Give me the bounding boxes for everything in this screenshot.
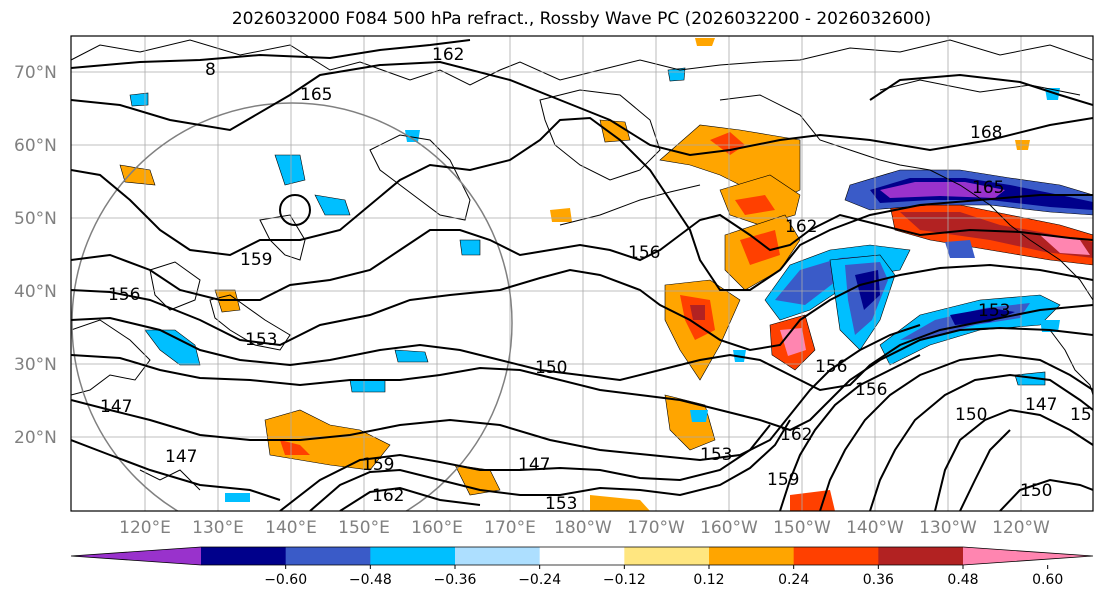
- colorbar-swatch: [878, 547, 964, 565]
- colorbar-tick-label: 0.60: [1032, 572, 1063, 588]
- lon-label: 120°W: [992, 518, 1050, 538]
- contour-label: 153: [1070, 405, 1102, 425]
- contour-label: 150: [955, 405, 987, 425]
- lon-label: 140°W: [846, 518, 904, 538]
- contour-label: 162: [780, 425, 812, 445]
- radius-circle: [71, 102, 513, 511]
- longitude-labels: 120°E 130°E 140°E 150°E 160°E 170°E 180°…: [119, 518, 1050, 538]
- contour-label: 153: [700, 445, 732, 465]
- lon-label: 170°W: [627, 518, 685, 538]
- lat-label: 30°N: [14, 355, 57, 375]
- lat-label: 40°N: [14, 282, 57, 302]
- colorbar-extend-low: [71, 547, 201, 565]
- contour-label: 153: [545, 494, 577, 514]
- lon-label: 120°E: [119, 518, 171, 538]
- colorbar-tick-label: 0.48: [947, 572, 978, 588]
- colorbar-swatch: [624, 547, 710, 565]
- contour-label: 153: [978, 301, 1010, 321]
- colorbar-outline: [70, 546, 1094, 566]
- contour-label: 162: [372, 486, 404, 506]
- map-border: [70, 35, 1094, 512]
- coastlines: [71, 39, 1093, 491]
- contour-label: 153: [245, 330, 277, 350]
- colorbar-tick-label: 0.36: [863, 572, 894, 588]
- colorbar-swatch: [370, 547, 456, 565]
- lon-label: 170°E: [484, 518, 536, 538]
- contour-label: 147: [1025, 395, 1057, 415]
- colorbar-swatch: [285, 547, 371, 565]
- contour-label: 162: [432, 45, 464, 65]
- colorbar-swatch: [709, 547, 795, 565]
- contour-label: 168: [970, 123, 1002, 143]
- contour-labels: 165 162 168 165 162 156 159 156 153 150 …: [100, 45, 1102, 514]
- plot-title: 2026032000 F084 500 hPa refract., Rossby…: [231, 9, 932, 29]
- colorbar-tick-label: −0.12: [603, 572, 646, 588]
- contour-label: 8: [205, 60, 216, 80]
- lon-label: 130°E: [192, 518, 244, 538]
- colorbar-tick-label: 0.12: [693, 572, 724, 588]
- colorbar: −0.60 −0.48 −0.36 −0.24 −0.12 0.12 0.24 0.36 0.4…: [70, 546, 1094, 588]
- height-contours: [71, 39, 1093, 511]
- contour-label: 159: [362, 455, 394, 475]
- lon-label: 150°W: [773, 518, 831, 538]
- map-layers: 165 162 168 165 162 156 159 156 153 150 …: [71, 36, 1102, 514]
- contour-label: 150: [1020, 481, 1052, 501]
- lat-label: 20°N: [14, 428, 57, 448]
- colorbar-swatch: [539, 547, 625, 565]
- colorbar-extend-high: [963, 547, 1093, 565]
- shading-negative: [129, 67, 1093, 502]
- contour-label: 156: [108, 285, 140, 305]
- colorbar-tick-label: 0.24: [778, 572, 809, 588]
- contour-label: 159: [767, 470, 799, 490]
- contour-label: 162: [785, 217, 817, 237]
- contour-label: 159: [240, 250, 272, 270]
- colorbar-tick-label: −0.36: [434, 572, 477, 588]
- contour-label: 147: [165, 447, 197, 467]
- colorbar-swatch: [793, 547, 879, 565]
- contour-label: 156: [815, 357, 847, 377]
- gridlines: [71, 36, 1093, 511]
- lon-label: 140°E: [265, 518, 317, 538]
- contour-label: 147: [518, 455, 550, 475]
- lon-label: 160°E: [411, 518, 463, 538]
- contour-label: 147: [100, 397, 132, 417]
- contour-label: 165: [972, 178, 1004, 198]
- map-frame: [71, 36, 1093, 511]
- contour-label: 156: [628, 243, 660, 263]
- lon-label: 160°W: [700, 518, 758, 538]
- lat-label: 70°N: [14, 63, 57, 83]
- contour-label: 156: [855, 380, 887, 400]
- lat-label: 60°N: [14, 136, 57, 156]
- colorbar-swatch: [455, 547, 541, 565]
- colorbar-tick-label: −0.24: [518, 572, 561, 588]
- contour-label: 150: [535, 358, 567, 378]
- lon-label: 150°E: [338, 518, 390, 538]
- lon-label: 130°W: [919, 518, 977, 538]
- colorbar-tick-label: −0.48: [349, 572, 392, 588]
- colorbar-tick-label: −0.60: [264, 572, 307, 588]
- colorbar-swatch: [201, 547, 287, 565]
- contour-label: 165: [300, 85, 332, 105]
- lat-label: 50°N: [14, 209, 57, 229]
- latitude-labels: 70°N 60°N 50°N 40°N 30°N 20°N: [14, 63, 57, 448]
- lon-label: 180°W: [554, 518, 612, 538]
